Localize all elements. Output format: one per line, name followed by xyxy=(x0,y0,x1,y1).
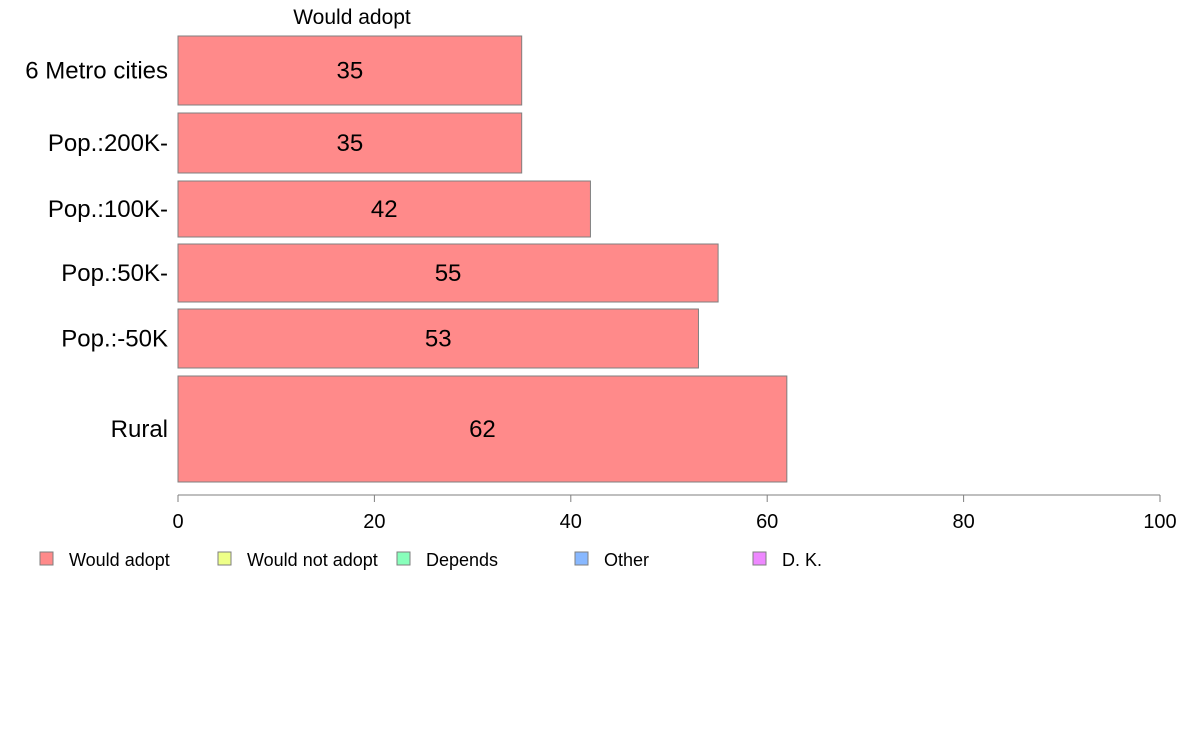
bars-group: 35 6 Metro cities 35 Pop.:200K- 42 Pop.:100K-… xyxy=(25,35,788,483)
bar xyxy=(177,243,719,303)
data-label: 35 xyxy=(336,58,363,85)
x-tick-label: 80 xyxy=(952,511,974,533)
x-axis: 0 20 40 60 80 100 xyxy=(172,494,1177,533)
category-label: Pop.:50K- xyxy=(61,260,168,287)
bar xyxy=(177,35,523,106)
legend-label: Depends xyxy=(426,550,498,570)
data-label: 35 xyxy=(336,130,363,157)
legend-swatch xyxy=(39,551,54,566)
data-label: 42 xyxy=(371,196,398,223)
bar xyxy=(177,375,788,483)
legend-label: Would adopt xyxy=(69,550,170,570)
legend-label: Would not adopt xyxy=(247,550,378,570)
x-tick-label: 20 xyxy=(363,511,385,533)
legend-label: Other xyxy=(604,550,649,570)
legend-swatch xyxy=(396,551,411,566)
legend-swatch xyxy=(574,551,589,566)
x-tick-label: 0 xyxy=(172,511,183,533)
category-label: Pop.:100K- xyxy=(48,196,168,223)
bar xyxy=(177,112,523,174)
legend-label: D. K. xyxy=(782,550,822,570)
data-label: 53 xyxy=(425,326,452,353)
category-label: Rural xyxy=(111,416,168,443)
category-label: 6 Metro cities xyxy=(25,58,168,85)
category-label: Pop.:200K- xyxy=(48,130,168,157)
data-label: 55 xyxy=(435,260,462,287)
series-top-label: Would adopt xyxy=(293,6,411,29)
x-tick-label: 60 xyxy=(756,511,778,533)
x-tick-label: 40 xyxy=(560,511,582,533)
bar xyxy=(177,180,591,238)
x-tick-label: 100 xyxy=(1143,511,1176,533)
legend-swatch xyxy=(217,551,232,566)
data-label: 62 xyxy=(469,416,496,443)
legend-swatch xyxy=(752,551,767,566)
legend: Would adopt Would not adopt Depends Other D.… xyxy=(39,550,822,570)
category-label: Pop.:-50K xyxy=(61,326,168,353)
bar xyxy=(177,308,699,369)
